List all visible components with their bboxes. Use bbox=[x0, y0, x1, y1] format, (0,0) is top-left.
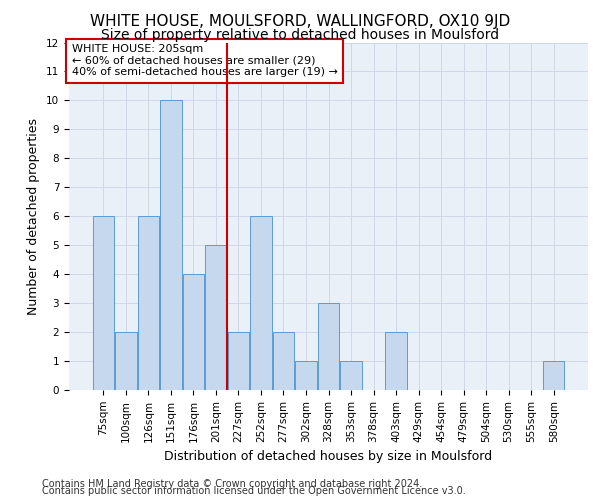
Text: WHITE HOUSE, MOULSFORD, WALLINGFORD, OX10 9JD: WHITE HOUSE, MOULSFORD, WALLINGFORD, OX1… bbox=[90, 14, 510, 29]
Text: Size of property relative to detached houses in Moulsford: Size of property relative to detached ho… bbox=[101, 28, 499, 42]
Bar bbox=[385, 332, 407, 390]
Text: Contains public sector information licensed under the Open Government Licence v3: Contains public sector information licen… bbox=[42, 486, 466, 496]
Text: Contains HM Land Registry data © Crown copyright and database right 2024.: Contains HM Land Registry data © Crown c… bbox=[42, 479, 422, 489]
Bar bbox=[228, 332, 249, 390]
Bar bbox=[295, 361, 317, 390]
Bar bbox=[318, 303, 339, 390]
Bar bbox=[182, 274, 204, 390]
Bar bbox=[92, 216, 114, 390]
Bar bbox=[137, 216, 159, 390]
Bar bbox=[160, 100, 182, 390]
X-axis label: Distribution of detached houses by size in Moulsford: Distribution of detached houses by size … bbox=[164, 450, 493, 463]
Bar bbox=[340, 361, 362, 390]
Bar bbox=[273, 332, 294, 390]
Bar bbox=[250, 216, 272, 390]
Bar bbox=[543, 361, 565, 390]
Bar bbox=[115, 332, 137, 390]
Bar bbox=[205, 245, 227, 390]
Y-axis label: Number of detached properties: Number of detached properties bbox=[28, 118, 40, 315]
Text: WHITE HOUSE: 205sqm
← 60% of detached houses are smaller (29)
40% of semi-detach: WHITE HOUSE: 205sqm ← 60% of detached ho… bbox=[71, 44, 337, 78]
